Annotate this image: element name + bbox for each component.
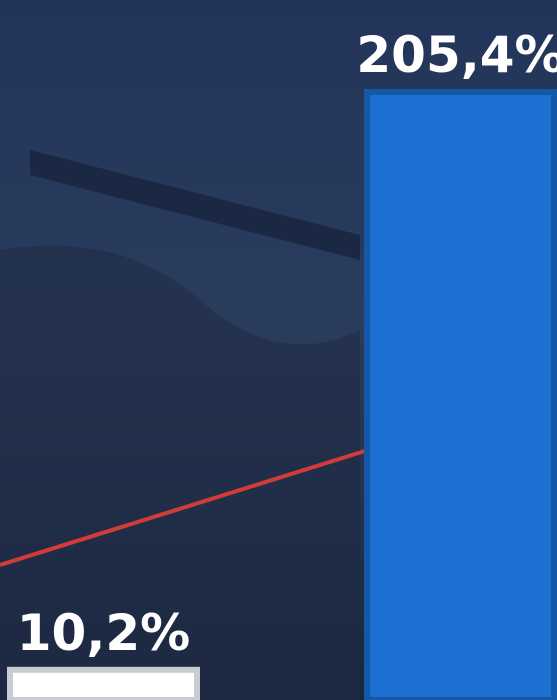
chart: 10,2% 205,4% [0, 0, 557, 700]
bar [10, 670, 197, 700]
value-label: 205,4% [356, 26, 557, 84]
bar [367, 92, 554, 700]
page: {"chart_data": {"type": "bar", "categori… [0, 0, 557, 700]
value-label: 10,2% [17, 604, 190, 662]
